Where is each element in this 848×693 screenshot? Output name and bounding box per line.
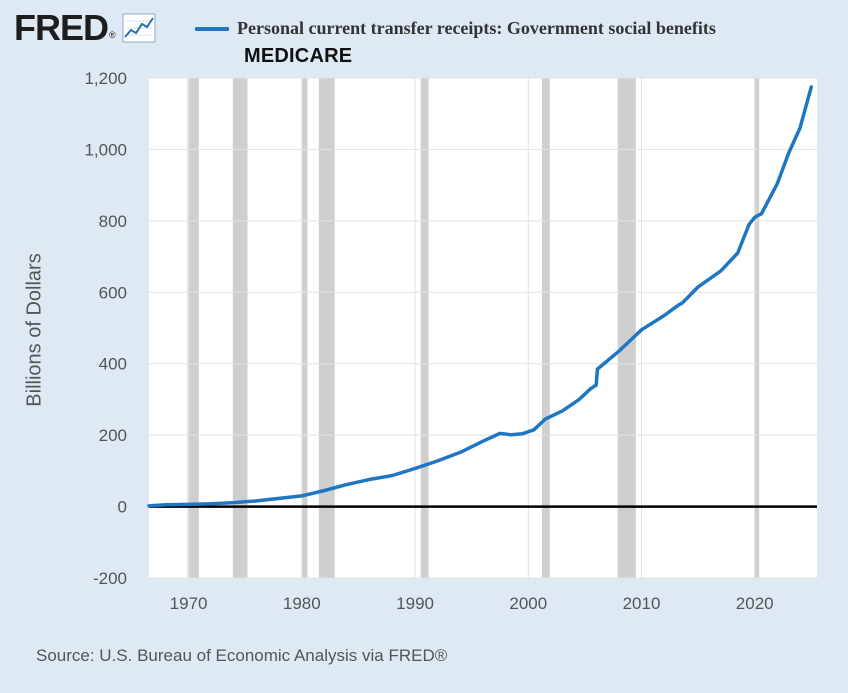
plot-background <box>149 78 817 578</box>
recession-band-4 <box>420 78 429 578</box>
fred-logo[interactable]: FRED ® <box>14 8 156 48</box>
legend-label: Personal current transfer receipts: Gove… <box>237 18 716 38</box>
series-line-0 <box>147 85 814 508</box>
x-tick-label-1: 1980 <box>283 594 321 613</box>
x-tick-label-0: 1970 <box>170 594 208 613</box>
x-tick-label-5: 2020 <box>736 594 774 613</box>
y-tick-label-0: -200 <box>93 569 127 588</box>
y-tick-label-5: 800 <box>99 212 127 231</box>
x-tick-label-4: 2010 <box>623 594 661 613</box>
chart-subtitle: MEDICARE <box>244 45 353 67</box>
recession-band-3 <box>318 78 335 578</box>
y-tick-label-4: 600 <box>99 283 127 302</box>
legend-swatch <box>195 26 229 31</box>
recession-band-6 <box>617 78 636 578</box>
recession-band-0 <box>187 78 199 578</box>
x-tick-label-3: 2000 <box>509 594 547 613</box>
y-tick-label-3: 400 <box>99 355 127 374</box>
y-tick-label-2: 200 <box>99 426 127 445</box>
y-tick-label-6: 1,000 <box>84 140 127 159</box>
x-tick-label-2: 1990 <box>396 594 434 613</box>
recession-band-2 <box>301 78 308 578</box>
chart-legend: Personal current transfer receipts: Gove… <box>195 18 716 39</box>
source-note: Source: U.S. Bureau of Economic Analysis… <box>36 646 448 665</box>
x-tick-labels: 1970 1980 1990 2000 2010 2020 <box>170 594 774 613</box>
recession-bands <box>187 78 760 578</box>
series-group <box>147 85 814 508</box>
recession-band-7 <box>754 78 760 578</box>
fred-logo-text: FRED <box>14 7 109 48</box>
y-tick-label-7: 1,200 <box>84 69 127 88</box>
line-chart-icon <box>122 13 156 43</box>
recession-band-1 <box>232 78 248 578</box>
y-tick-label-1: 0 <box>118 498 127 517</box>
fred-logo-registered-mark: ® <box>109 30 116 40</box>
y-axis-title: Billions of Dollars <box>23 253 46 407</box>
recession-band-5 <box>541 78 550 578</box>
y-tick-labels: -200 0 200 400 600 800 1,000 1,200 <box>84 69 127 588</box>
